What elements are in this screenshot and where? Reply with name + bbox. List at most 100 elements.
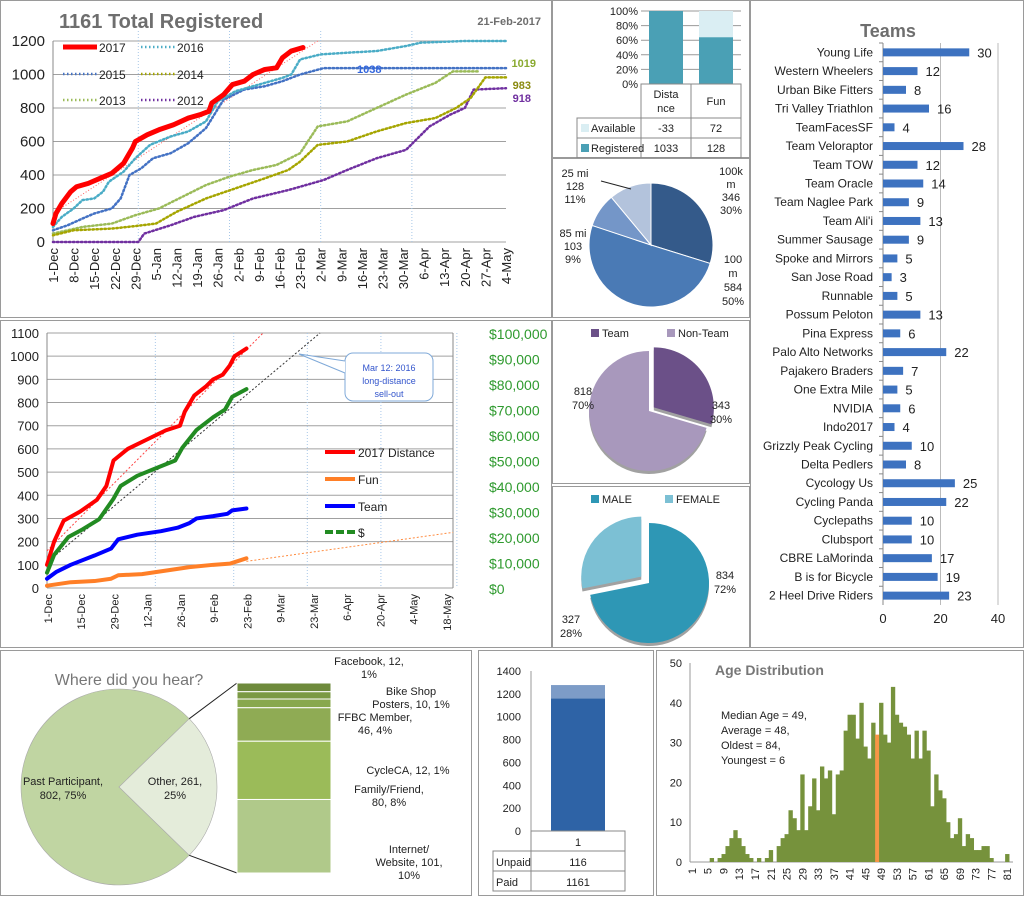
age-bar	[942, 798, 947, 862]
x-tick-label: 23-Mar	[309, 594, 321, 629]
y-tick-label: 1200	[12, 33, 45, 50]
age-bar	[965, 834, 971, 862]
slice-label: 346	[722, 192, 740, 204]
age-bar	[898, 722, 904, 862]
team-bar	[883, 216, 921, 225]
y2-tick-label: $0	[489, 581, 505, 597]
slice-label: m	[728, 268, 737, 280]
x-tick-label: 29-Dec	[128, 248, 143, 290]
legend-label: $	[358, 526, 365, 540]
team-label: Runnable	[822, 289, 874, 303]
y-tick-label: 900	[17, 372, 39, 387]
age-bar	[808, 806, 813, 862]
x-tick-label: 61	[923, 868, 935, 880]
age-bar	[827, 770, 833, 862]
annotation-label: 1038	[357, 64, 381, 76]
slice-percent: 28%	[560, 628, 582, 640]
team-label: CBRE LaMorinda	[780, 551, 874, 565]
breakdown-segment	[236, 691, 332, 700]
pie-slice-MALE	[590, 523, 709, 643]
team-value: 6	[908, 326, 915, 341]
team-value: 10	[920, 532, 934, 547]
breakdown-label: CycleCA, 12, 1%	[366, 765, 449, 777]
x-tick-label: 23-Feb	[242, 594, 254, 629]
age-bar	[835, 774, 841, 862]
team-label: Team TOW	[813, 158, 874, 172]
x-tick-label: 33	[813, 868, 825, 880]
series-label: Available	[591, 123, 635, 135]
connector-line	[188, 682, 238, 720]
team-bar	[883, 460, 906, 469]
breakdown-label: Posters, 10, 1%	[372, 699, 450, 711]
y-tick-label: 40%	[616, 50, 638, 62]
breakdown-label: Bike Shop	[386, 686, 436, 698]
y2-tick-label: $20,000	[489, 530, 540, 546]
total-registered-chart: 1161 Total Registered 21-Feb-2017 0 200 400 6…	[12, 11, 541, 290]
y-tick-label: 0	[37, 234, 45, 251]
team-value: 10	[920, 514, 934, 529]
age-bar	[957, 818, 963, 862]
y2-tick-label: $50,000	[489, 454, 540, 470]
age-bar	[926, 750, 931, 862]
team-label: Grizzly Peak Cycling	[763, 439, 873, 453]
y-tick-label: 0	[32, 581, 39, 596]
where-did-you-hear-panel: Where did you hear? Past Participant, 802,…	[0, 650, 472, 896]
age-bar	[886, 742, 892, 862]
x-tick-label: 9-Feb	[252, 248, 267, 282]
y-tick-label: 200	[20, 201, 45, 218]
age-bar	[749, 858, 754, 862]
where-did-you-hear-chart: Where did you hear? Past Participant, 802,…	[20, 656, 450, 886]
slice-value: 834	[716, 570, 734, 582]
y-tick-label: 1000	[12, 67, 45, 84]
team-bar	[883, 291, 898, 300]
y2-tick-label: $80,000	[489, 377, 540, 393]
annotation-label: 1019	[512, 58, 536, 70]
registration-status-panel: 0% 20% 40% 60% 80% 100% Dista nce Fun Available -3…	[552, 0, 750, 159]
team-bar	[883, 48, 970, 57]
team-bar	[883, 591, 950, 600]
stats-text: Youngest = 6	[721, 755, 785, 767]
x-tick-label: 1-Dec	[43, 594, 55, 624]
breakdown-label: 1%	[361, 669, 377, 681]
team-bar	[883, 142, 964, 151]
annotation-label: 918	[513, 93, 531, 105]
stats-text: Median Age = 49,	[721, 710, 807, 722]
team-bar	[883, 85, 906, 94]
team-label: B is for Bicycle	[794, 570, 873, 584]
age-bar	[804, 830, 809, 862]
team-value: 8	[914, 83, 921, 98]
team-label: Possum Peloton	[786, 308, 873, 322]
trend-line	[46, 332, 264, 552]
age-bar	[721, 854, 726, 862]
age-bar	[788, 810, 793, 862]
x-tick-label: 22-Dec	[108, 248, 123, 290]
payment-panel: 0 200 400 600 800 1000 1200 1400 1 Unpaid 116 Paid 1…	[478, 650, 654, 896]
team-label: Pina Express	[802, 326, 873, 340]
breakdown-label: 10%	[398, 870, 420, 882]
age-bar	[961, 846, 967, 862]
bar-registered	[649, 11, 683, 84]
series-line-2017	[50, 45, 306, 227]
team-bar	[883, 348, 947, 357]
table-row	[492, 870, 626, 892]
x-tick-label: 26-Jan	[176, 594, 188, 628]
category-label: nce	[657, 103, 675, 115]
chart-date: 21-Feb-2017	[477, 16, 541, 28]
team-split-panel: Team Non-Team 343 30% 818 70%	[552, 320, 750, 484]
team-bar	[883, 198, 909, 207]
table-cell: 128	[707, 143, 725, 155]
team-value: 8	[914, 458, 921, 473]
team-bar	[883, 385, 898, 394]
x-tick-label: 1-Dec	[46, 248, 61, 283]
legend-label: 2016	[177, 41, 204, 55]
bar-paid	[551, 698, 605, 831]
slice-label: 25 mi	[562, 168, 589, 180]
y-tick-label: 80%	[616, 21, 638, 33]
x-tick-label: 6-Apr	[417, 247, 432, 279]
team-value: 28	[972, 139, 986, 154]
team-bar	[883, 479, 955, 488]
x-tick-label: 45	[860, 868, 872, 880]
y-tick-label: 1100	[11, 326, 39, 341]
breakdown-label: Facebook, 12,	[334, 656, 404, 668]
age-bar	[725, 846, 730, 862]
